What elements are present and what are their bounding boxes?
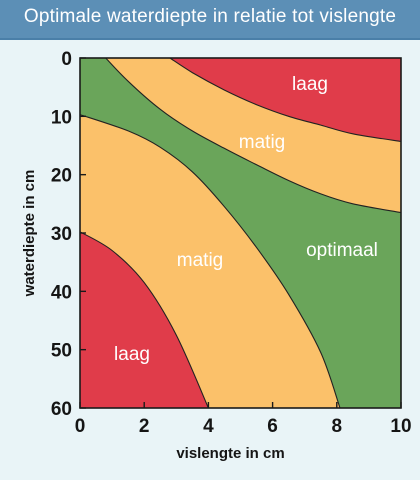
x-tick-label: 4 [203,416,214,437]
plot-boundaries [79,57,402,409]
zone-label-laag: laag [114,344,150,365]
y-tick-label: 0 [61,49,72,70]
y-tick-label: 60 [51,399,72,420]
zone-labels: laag matig optimaal matig laag [114,74,378,365]
x-tick-label: 2 [139,416,150,437]
x-axis-title: vislengte in cm [176,445,284,462]
zone-laag-bottom-area [80,231,209,408]
boundary-upper-matig-limit [105,57,402,214]
axis-ticks [79,57,402,409]
y-tick-label: 40 [51,282,72,303]
tick-labels: 0 2 4 6 8 10 0 10 20 30 40 50 60 [51,49,412,437]
x-tick-label: 6 [267,416,278,437]
zone-matig-upper-area [105,58,401,213]
zone-label-laag: laag [292,74,328,95]
x-tick-label: 0 [75,416,86,437]
zone-label-optimaal: optimaal [306,240,378,261]
y-tick-label: 30 [51,224,72,245]
boundary-lower-laag-limit [79,231,209,409]
zone-laag-top-area [169,58,401,142]
title-bar: Optimale waterdiepte in relatie tot visl… [0,0,420,40]
x-tick-label: 10 [390,416,411,437]
zone-label-matig: matig [177,250,223,271]
zone-label-matig: matig [239,132,285,153]
y-axis-title: waterdiepte in cm [21,170,38,298]
y-tick-label: 20 [51,166,72,187]
chart-title: Optimale waterdiepte in relatie tot visl… [23,6,397,27]
x-tick-label: 8 [332,416,343,437]
boundary-upper-laag-limit [169,57,402,142]
plot-regions [80,58,401,408]
y-tick-label: 50 [51,341,72,362]
y-tick-label: 10 [51,107,72,128]
boundary-lower-matig-limit [79,114,341,409]
